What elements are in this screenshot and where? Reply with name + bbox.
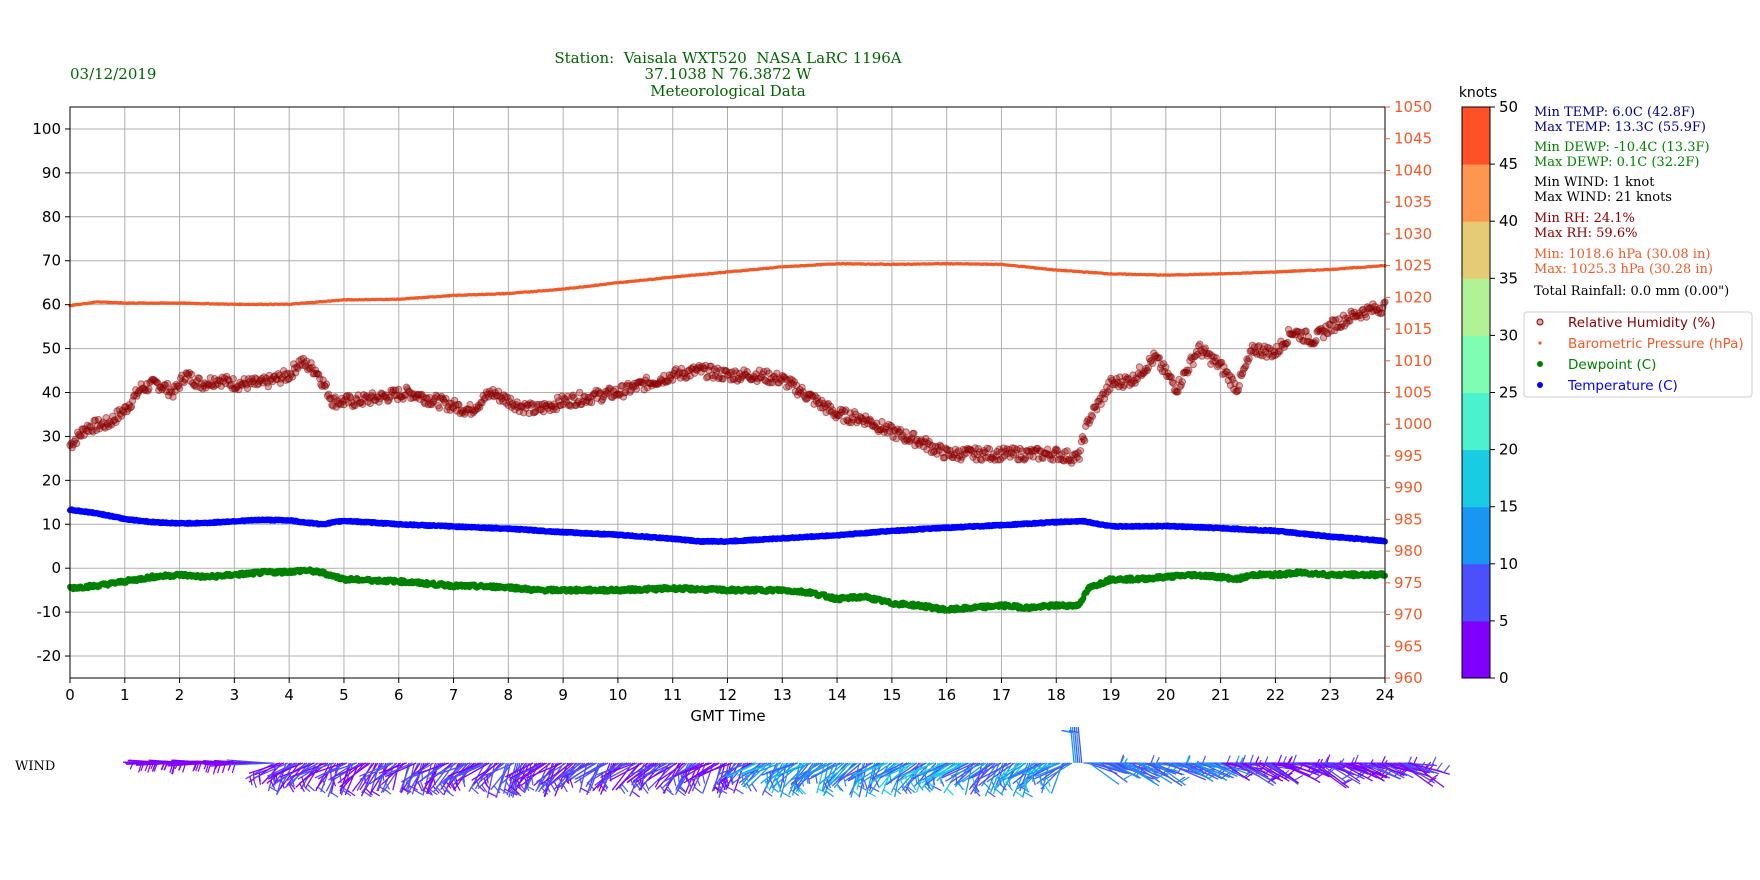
data-point [902, 428, 910, 436]
data-point [322, 380, 331, 388]
data-point [187, 370, 196, 379]
data-point [117, 412, 126, 420]
date-label: 03/12/2019 [70, 65, 156, 83]
series-relative-humidity [66, 298, 1389, 467]
data-point [1189, 360, 1197, 369]
data-point [1245, 354, 1253, 363]
data-point [1093, 406, 1101, 414]
data-point [1185, 366, 1193, 374]
data-point [354, 391, 362, 399]
data-point [264, 383, 272, 391]
data-point [478, 399, 486, 407]
data-point [1162, 363, 1170, 371]
data-point [72, 439, 81, 448]
data-point [910, 429, 918, 437]
data-point [1081, 436, 1089, 445]
data-point [395, 385, 403, 394]
data-point [1135, 363, 1144, 371]
data-point [1075, 455, 1084, 463]
data-point [324, 390, 333, 398]
data-point [1312, 337, 1320, 345]
data-point [175, 384, 184, 392]
data-point [587, 398, 596, 407]
data-point [1362, 313, 1371, 321]
data-point [1063, 447, 1071, 455]
data-point [229, 375, 238, 383]
data-point [1155, 354, 1164, 362]
data-point [127, 403, 136, 411]
data-point [435, 404, 443, 412]
data-point [163, 379, 172, 388]
station-subtitle: Meteorological Data [650, 82, 806, 100]
data-point [1235, 382, 1244, 390]
data-point [368, 389, 377, 397]
data-point [1178, 378, 1187, 386]
data-point [112, 418, 120, 426]
station-title: Station: Vaisala WXT520 NASA LaRC 1196A [554, 49, 901, 67]
plot-area: 0 1 2 3 4 5 6 7 8 9 10 11 12 13 14 15 16 17 18 19 20 21 22 23 24… [32, 98, 1432, 725]
data-point [455, 400, 463, 409]
data-point [1088, 412, 1097, 421]
data-point [1076, 447, 1085, 455]
station-coordinates: 37.1038 N 76.3872 W [645, 65, 812, 83]
series-layer [66, 261, 1389, 614]
data-point [632, 385, 641, 393]
data-point [145, 385, 153, 393]
data-point [1149, 359, 1157, 367]
data-point [1283, 338, 1292, 347]
